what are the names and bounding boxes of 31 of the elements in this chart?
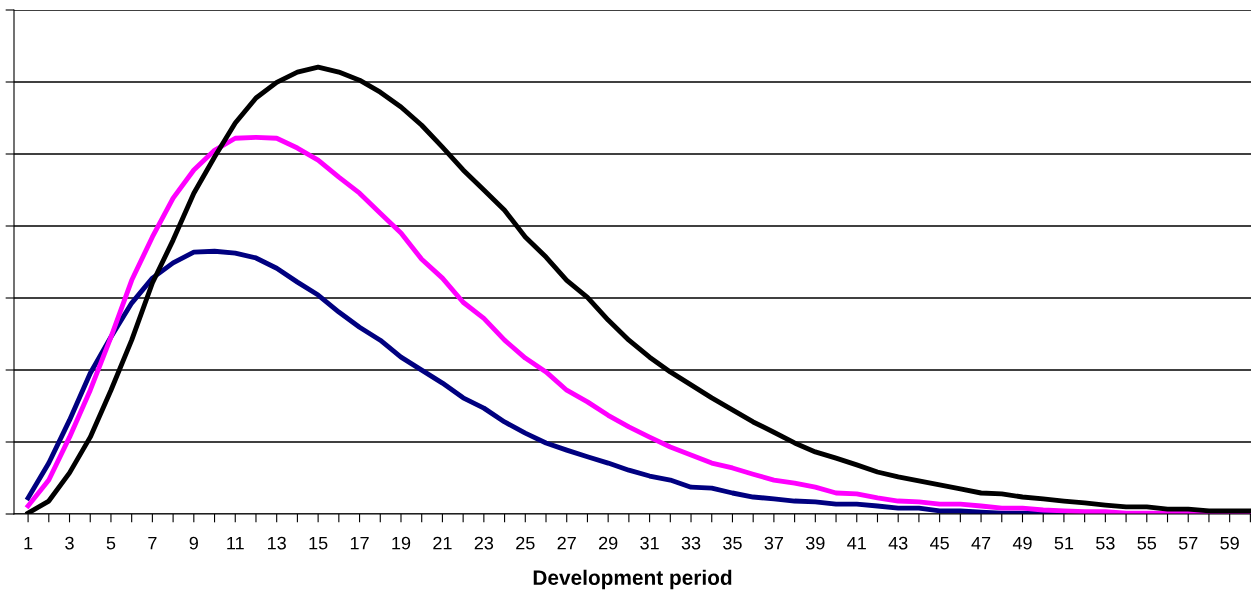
x-tick-label: 21 — [433, 536, 452, 550]
x-axis-title: Development period — [533, 569, 732, 590]
x-tick-label: 27 — [557, 536, 576, 550]
x-tick-label: 5 — [106, 536, 116, 550]
x-tick-label: 19 — [392, 536, 411, 550]
x-tick-label: 53 — [1096, 536, 1115, 550]
x-tick-label: 59 — [1220, 536, 1239, 550]
x-tick-label: 51 — [1054, 536, 1074, 550]
x-tick-label: 7 — [148, 536, 157, 550]
x-tick-label: 41 — [847, 536, 866, 550]
x-tick-label: 17 — [350, 536, 369, 550]
x-tick-label: 15 — [309, 536, 328, 550]
x-tick-label: 31 — [640, 536, 659, 550]
x-tick-label: 43 — [888, 536, 908, 550]
x-tick-label: 55 — [1137, 536, 1157, 550]
x-tick-label: 33 — [681, 536, 701, 550]
x-tick-label: 3 — [65, 536, 74, 550]
x-tick-label: 57 — [1178, 536, 1198, 550]
x-tick-label: 45 — [930, 536, 949, 550]
x-tick-label: 35 — [723, 536, 742, 550]
x-tick-label: 9 — [189, 536, 198, 550]
x-tick-label: 49 — [1012, 536, 1032, 550]
x-tick-label: 1 — [24, 536, 33, 550]
x-tick-label: 25 — [516, 536, 535, 550]
x-tick-label: 13 — [268, 536, 286, 550]
x-tick-label: 11 — [227, 536, 244, 550]
x-tick-label: 23 — [474, 536, 494, 550]
x-tick-label: 39 — [805, 536, 825, 550]
x-tick-label: 29 — [599, 536, 618, 550]
x-tick-label: 37 — [764, 536, 784, 550]
x-tick-label: 47 — [971, 536, 991, 550]
